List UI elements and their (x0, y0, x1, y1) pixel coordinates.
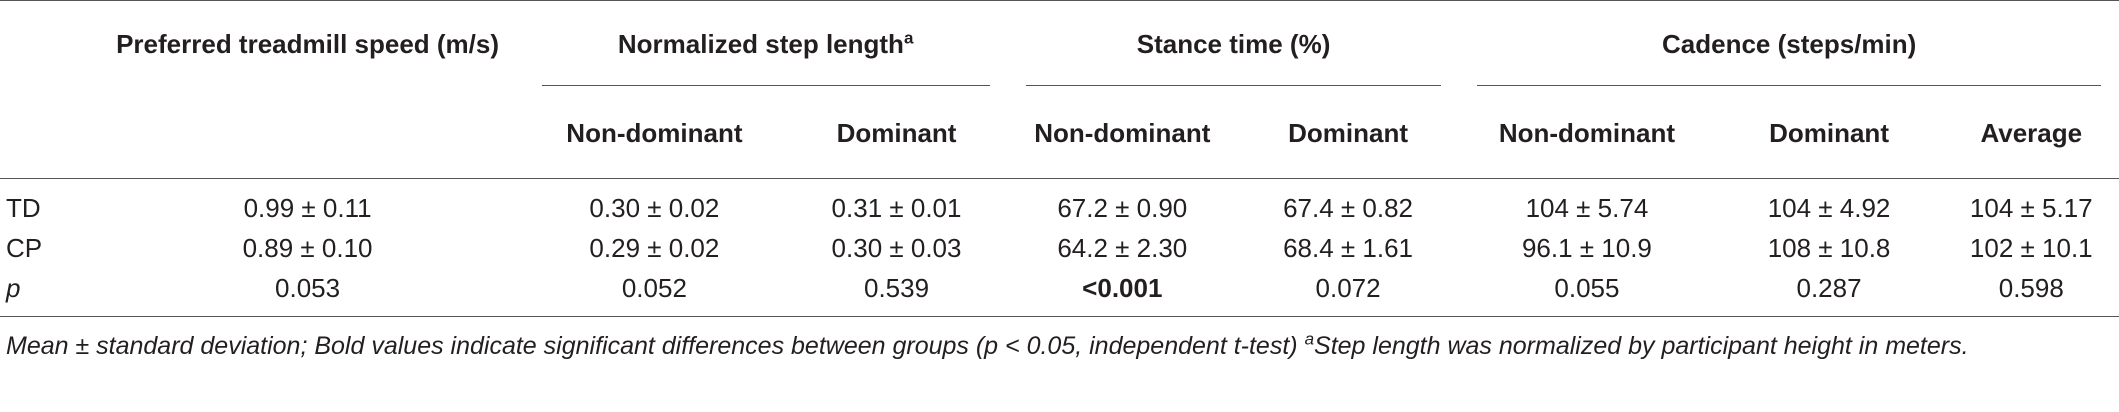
table-footnote: Mean ± standard deviation; Bold values i… (6, 325, 2106, 368)
cell-stance-time-dominant: 0.072 (1315, 272, 1381, 303)
stub-header (0, 0, 92, 88)
cell-step-length-nondominant: 0.30 ± 0.02 (589, 192, 720, 223)
cell-cadence-dominant: 104 ± 4.92 (1767, 192, 1891, 223)
cell-cadence-nondominant: 96.1 ± 10.9 (1521, 232, 1652, 263)
speed-subheader (92, 88, 524, 178)
table-row-p-value: p 0.053 0.052 0.539 <0.001 0.072 0.055 0… (0, 268, 2119, 308)
cell-step-length-nondominant: 0.052 (621, 272, 687, 303)
table-top-rule (0, 0, 2119, 1)
footnote-marker: a (1304, 329, 1315, 349)
header-cadence: Cadence (steps/min) (1459, 0, 2119, 88)
table-bottom-rule (0, 316, 2119, 317)
subheader-cadence-dominant: Dominant (1769, 117, 1889, 148)
cell-stance-time-nondominant: 64.2 ± 2.30 (1057, 232, 1188, 263)
footnote-text: Mean ± standard deviation; Bold values i… (6, 332, 1305, 360)
cell-cadence-nondominant: 0.055 (1554, 272, 1620, 303)
header-step-length-footnote-marker: a (903, 27, 914, 47)
table-row-cp: CP 0.89 ± 0.10 0.29 ± 0.02 0.30 ± 0.03 6… (0, 228, 2119, 268)
header-row-groups: Preferred treadmill speed (m/s) Normaliz… (0, 0, 2119, 88)
subheader-cadence-nondominant: Non-dominant (1498, 117, 1676, 148)
subheader-step-length-nondominant: Non-dominant (566, 117, 743, 148)
cell-step-length-dominant: 0.539 (863, 272, 930, 303)
footnote-tail: Step length was normalized by participan… (1314, 332, 1969, 360)
cell-cadence-dominant: 0.287 (1796, 272, 1862, 303)
row-label: CP (6, 232, 43, 263)
results-table-container: Preferred treadmill speed (m/s) Normaliz… (0, 0, 2119, 308)
cell-cadence-average: 102 ± 10.1 (1969, 232, 2093, 263)
cell-speed: 0.053 (275, 272, 341, 303)
gait-parameters-table: Preferred treadmill speed (m/s) Normaliz… (0, 0, 2119, 308)
cell-step-length-nondominant: 0.29 ± 0.02 (589, 232, 720, 263)
table-row-td: TD 0.99 ± 0.11 0.30 ± 0.02 0.31 ± 0.01 6… (0, 178, 2119, 228)
cell-cadence-nondominant: 104 ± 5.74 (1525, 192, 1649, 223)
cell-cadence-dominant: 108 ± 10.8 (1767, 232, 1891, 263)
cell-stance-time-dominant: 68.4 ± 1.61 (1283, 232, 1414, 263)
cell-speed: 0.89 ± 0.10 (242, 232, 373, 263)
subheader-cadence-average: Average (1980, 117, 2083, 148)
header-row-subgroups: Non-dominant Dominant Non-dominant Domin… (0, 88, 2119, 178)
cell-cadence-average: 0.598 (1998, 272, 2064, 303)
header-bottom-rule (0, 178, 2119, 179)
header-step-length-group: Normalized step lengtha (524, 0, 1008, 88)
cell-stance-time-nondominant-significant: <0.001 (1082, 272, 1163, 303)
cell-cadence-average: 104 ± 5.17 (1969, 192, 2093, 223)
cell-stance-time-dominant: 67.4 ± 0.82 (1283, 192, 1414, 223)
row-label: p (6, 272, 21, 303)
header-stance-time: Stance time (%) (1008, 0, 1460, 88)
row-label: TD (6, 192, 41, 223)
cell-step-length-dominant: 0.30 ± 0.03 (831, 232, 962, 263)
header-preferred-speed: Preferred treadmill speed (m/s) (116, 28, 500, 59)
cell-step-length-dominant: 0.31 ± 0.01 (831, 192, 962, 223)
subheader-stance-time-dominant: Dominant (1288, 117, 1409, 148)
cell-speed: 0.99 ± 0.11 (243, 192, 372, 223)
header-step-length: Normalized step length (617, 28, 904, 59)
subheader-step-length-dominant: Dominant (836, 117, 957, 148)
subheader-stance-time-nondominant: Non-dominant (1034, 117, 1211, 148)
stub-subheader (0, 88, 92, 178)
cell-stance-time-nondominant: 67.2 ± 0.90 (1057, 192, 1188, 223)
